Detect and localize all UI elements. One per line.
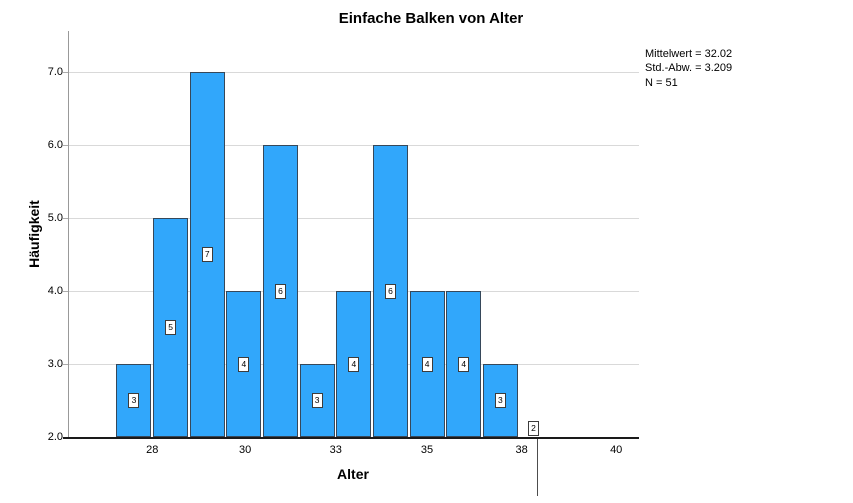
- y-tick-mark: [63, 218, 69, 219]
- bar-value-label: 3: [494, 393, 506, 408]
- x-tick-label: 30: [239, 444, 252, 456]
- stat-stddev: Std.-Abw. = 3.209: [645, 62, 733, 75]
- y-tick-label: 7.0: [47, 66, 63, 78]
- stats-annotation: Mittelwert = 32.02 Std.-Abw. = 3.209 N =…: [645, 47, 732, 90]
- bar-value-label: 3: [128, 393, 140, 408]
- bar-value-label: 5: [165, 320, 177, 335]
- bar-value-label: 7: [201, 247, 213, 262]
- bar-value-label: 6: [384, 283, 396, 299]
- stat-n: N = 51: [645, 76, 678, 89]
- bar-value-label: 4: [238, 356, 250, 372]
- bar-value-label: 4: [421, 356, 433, 372]
- bar-value-label: 2: [528, 421, 540, 436]
- y-tick-mark: [63, 72, 69, 73]
- y-tick-label: 6.0: [47, 139, 63, 151]
- x-tick-label: 35: [420, 444, 434, 456]
- bar-value-label: 3: [311, 393, 323, 408]
- x-tick-label: 28: [146, 444, 159, 456]
- stat-mean: Mittelwert = 32.02: [645, 48, 733, 60]
- y-gridline: [69, 145, 639, 146]
- y-tick-label: 4.0: [47, 285, 63, 297]
- y-tick-mark: [63, 291, 69, 292]
- y-gridline: [69, 218, 639, 219]
- zero-bar-stub-line: [537, 438, 539, 496]
- bar-value-label: 4: [458, 356, 470, 372]
- y-tick-label: 5.0: [47, 212, 63, 224]
- x-tick-label: 33: [329, 444, 342, 456]
- chart-title: Einfache Balken von Alter: [338, 10, 524, 27]
- y-gridline: [69, 72, 639, 73]
- bar-value-label: 4: [348, 356, 360, 372]
- y-tick-label: 3.0: [47, 358, 63, 370]
- x-axis-line: [63, 437, 639, 439]
- x-axis-title: Alter: [337, 466, 369, 482]
- y-tick-label: 2.0: [47, 431, 63, 443]
- y-tick-mark: [63, 364, 69, 365]
- y-axis-line: [68, 31, 69, 438]
- y-tick-mark: [63, 145, 69, 146]
- x-tick-label: 38: [515, 444, 528, 456]
- x-tick-label: 40: [610, 444, 623, 456]
- bar-value-label: 6: [275, 283, 287, 299]
